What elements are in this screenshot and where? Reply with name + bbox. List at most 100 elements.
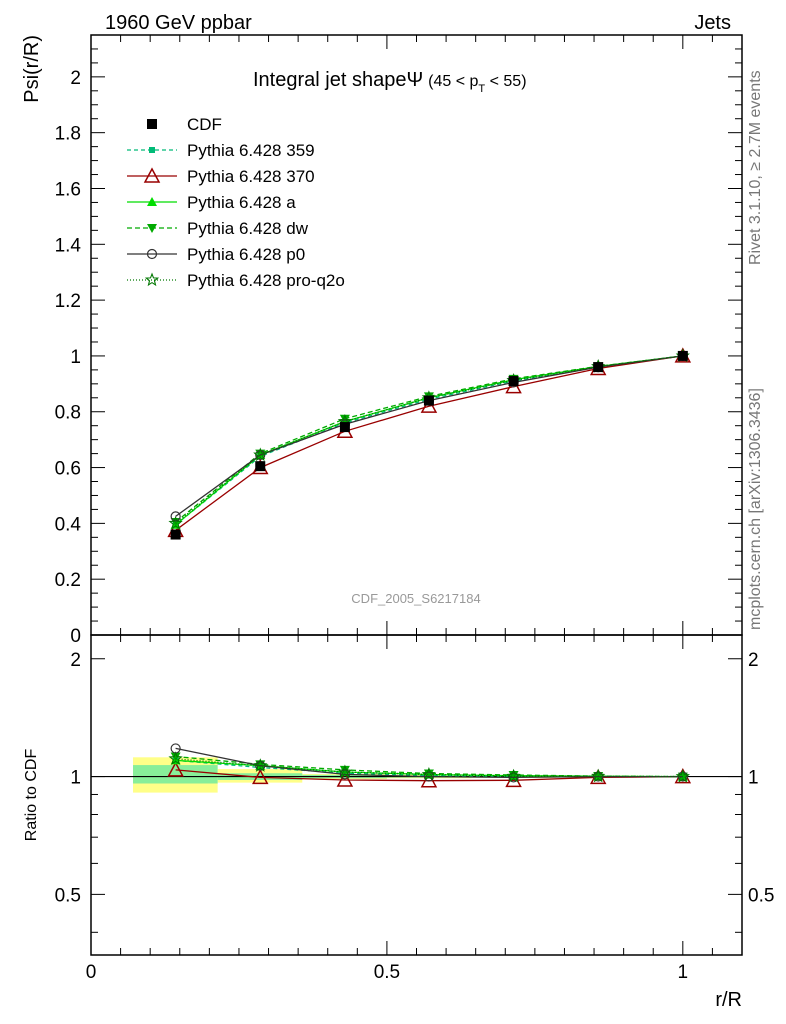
legend-marker-6	[144, 272, 160, 287]
main-series-line-1	[175, 355, 683, 526]
main-title-subscript: T	[478, 83, 485, 95]
ratio-point-5-5	[591, 768, 606, 783]
legend-item-6: Pythia 6.428 pro-q2o	[127, 271, 345, 290]
side-label-top: Rivet 3.1.10, ≥ 2.7M events	[747, 70, 764, 265]
ratio-panel-content	[91, 743, 742, 793]
legend-marker-3	[147, 197, 157, 206]
x-axis-label: r/R	[715, 989, 742, 1011]
ratio-y-tick-label-right: 2	[748, 650, 759, 671]
main-title-sub: (45 < p	[428, 73, 478, 90]
x-tick-label: 1	[678, 962, 689, 983]
ratio-point-5-2	[337, 764, 353, 779]
main-point-0-2	[339, 422, 350, 433]
ratio-point-5-0	[168, 751, 183, 765]
main-y-tick-label: 0.6	[55, 459, 81, 480]
ratio-point-5-4	[506, 768, 521, 783]
legend-label-2: Pythia 6.428 370	[187, 167, 315, 186]
legend-marker-5	[146, 248, 158, 260]
main-series-line-2	[175, 355, 683, 531]
legend-marker-2	[143, 167, 161, 183]
ratio-panel: 0.5 0.51 12 2 0 0.5 1 Ratio to CDF r/R	[23, 634, 774, 1011]
main-series-1	[172, 352, 686, 528]
ratio-point-5-6	[675, 769, 690, 783]
legend-item-5: Pythia 6.428 p0	[127, 245, 305, 264]
main-point-0-4	[508, 376, 519, 387]
legend-item-3: Pythia 6.428 a	[127, 193, 296, 212]
legend-label-5: Pythia 6.428 p0	[187, 245, 305, 264]
ratio-y-tick-label: 2	[70, 650, 81, 671]
main-panel: 0 0.2 0.4 0.6 0.8 1 1.2 1.4 1.6 1.8 2 Psi(r/R) Int…	[21, 34, 743, 647]
ratio-series-line-5	[175, 758, 683, 778]
legend-item-1: Pythia 6.428 359	[127, 141, 315, 160]
main-series-line-5	[175, 355, 683, 517]
main-y-tick-label: 0.8	[55, 403, 81, 424]
ratio-point-4-2	[339, 769, 350, 780]
analysis-watermark: CDF_2005_S6217184	[351, 591, 480, 606]
ratio-y-tick-label: 0.5	[55, 885, 81, 906]
ratio-point-5-1	[253, 758, 268, 772]
main-point-0-5	[593, 362, 604, 373]
legend-item-4: Pythia 6.428 dw	[127, 219, 309, 238]
header-right-label: Jets	[694, 12, 731, 34]
legend-label-0: CDF	[187, 115, 222, 134]
main-point-5-0	[170, 511, 181, 522]
ratio-band-green-0	[133, 765, 218, 784]
x-tick-label: 0.5	[374, 962, 400, 983]
main-y-tick-label: 1.2	[55, 291, 81, 312]
main-y-tick-label: 1	[70, 347, 81, 368]
x-tick-label: 0	[86, 962, 97, 983]
main-title-text: Integral jet shapeΨ	[253, 69, 423, 91]
main-series-0	[170, 350, 688, 540]
main-y-tick-label: 0	[70, 626, 81, 647]
main-point-0-1	[255, 461, 266, 472]
main-y-axis-label: Psi(r/R)	[21, 35, 43, 103]
ratio-point-1-1	[252, 768, 269, 785]
main-series-line-6	[175, 355, 683, 524]
legend-label-4: Pythia 6.428 dw	[187, 219, 309, 238]
legend-item-0: CDF	[147, 115, 222, 134]
legend-label-6: Pythia 6.428 pro-q2o	[187, 271, 345, 290]
ratio-plot-frame	[90, 634, 743, 956]
ratio-y-tick-label-right: 1	[748, 768, 759, 789]
ratio-point-4-3	[423, 771, 435, 782]
ratio-y-tick-label: 1	[70, 768, 81, 789]
main-series-6	[168, 348, 690, 530]
main-y-axis: 0 0.2 0.4 0.6 0.8 1 1.2 1.4 1.6 1.8 2	[55, 34, 743, 647]
legend: CDF Pythia 6.428 359 Pythia 6.428 370 Pythi…	[127, 115, 345, 290]
legend-marker-1	[149, 147, 155, 153]
main-point-2-3	[420, 397, 438, 413]
ratio-point-3-3	[423, 769, 434, 779]
main-point-0-3	[423, 395, 434, 406]
legend-label-1: Pythia 6.428 359	[187, 141, 315, 160]
main-series-4	[170, 351, 688, 527]
legend-item-2: Pythia 6.428 370	[127, 167, 315, 186]
main-y-tick-label: 1.8	[55, 124, 81, 145]
ratio-y-axis: 0.5 0.5 1 1 2 2	[55, 650, 774, 933]
main-y-tick-label: 1.6	[55, 179, 81, 200]
main-y-tick-label: 2	[70, 68, 81, 89]
ratio-point-3-1	[255, 760, 266, 770]
ratio-point-1-0	[167, 761, 184, 777]
main-point-0-0	[170, 529, 181, 540]
main-point-4-1	[255, 449, 266, 459]
main-y-tick-label: 0.4	[55, 514, 82, 535]
side-label-bottom: mcplots.cern.ch [arXiv:1306.3436]	[747, 388, 764, 630]
legend-label-3: Pythia 6.428 a	[187, 193, 296, 212]
ratio-point-4-5	[593, 771, 604, 782]
x-axis: 0 0.5 1	[86, 635, 743, 983]
main-panel-content	[167, 347, 692, 540]
ratio-series-5	[168, 751, 690, 783]
main-y-tick-label: 1.4	[55, 235, 82, 256]
legend-marker-4	[147, 224, 157, 233]
main-series-line-3	[175, 355, 683, 526]
header-left-label: 1960 GeV ppbar	[105, 12, 252, 34]
ratio-point-4-4	[508, 772, 519, 783]
ratio-point-5-3	[421, 767, 437, 781]
main-title-end: < 55)	[485, 73, 526, 90]
ratio-point-3-0	[170, 752, 181, 762]
ratio-y-tick-label-right: 0.5	[748, 885, 774, 906]
ratio-y-axis-label: Ratio to CDF	[23, 749, 40, 842]
main-chart-title: Integral jet shapeΨ (45 < pT < 55)	[253, 69, 527, 95]
main-series-5	[170, 350, 688, 522]
